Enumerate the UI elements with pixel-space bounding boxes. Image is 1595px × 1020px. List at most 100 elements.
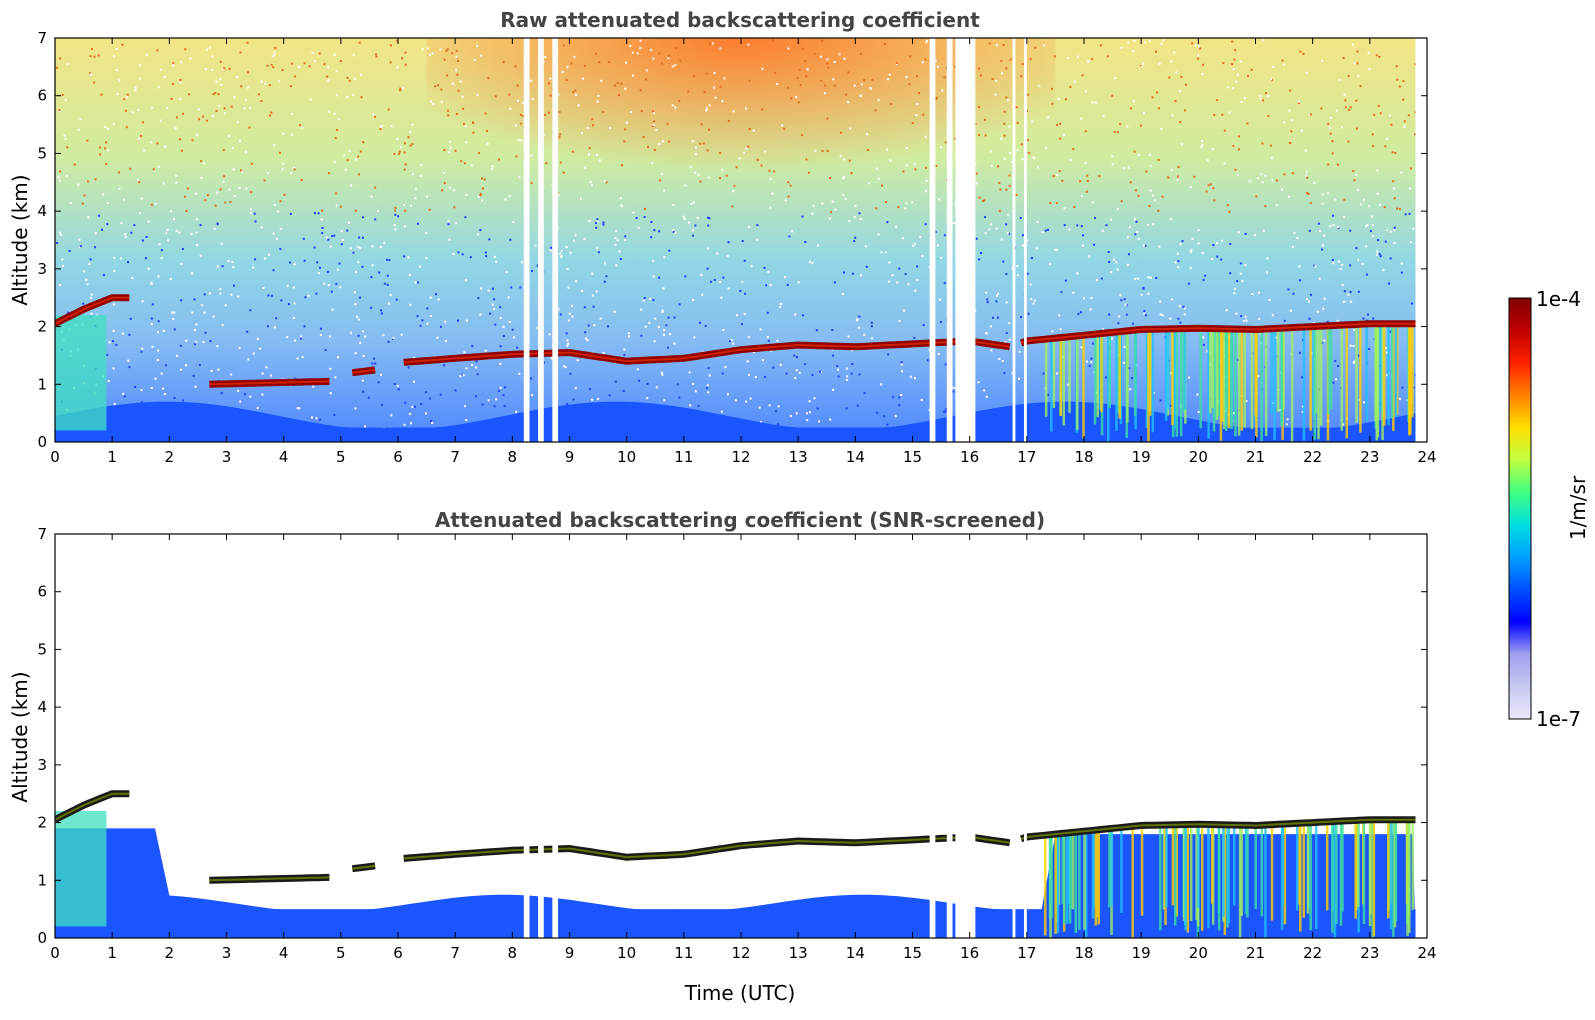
noise-speck [588,147,591,150]
noise-speck [892,396,895,399]
aerosol-plume [1151,332,1155,433]
noise-speck [199,224,202,227]
noise-speck [921,61,924,64]
noise-speck [83,270,86,273]
noise-speck [518,175,521,178]
aerosol-plume [1225,331,1229,411]
noise-speck [1204,274,1207,277]
noise-speck [311,51,314,54]
noise-speck [566,344,569,347]
noise-speck [870,337,873,340]
noise-speck [497,158,500,161]
noise-speck [293,339,296,342]
noise-speck [994,93,997,96]
noise-speck [821,40,824,43]
noise-speck [1147,223,1150,226]
noise-speck [257,93,260,96]
noise-speck [1275,179,1278,182]
noise-speck [1371,215,1374,218]
noise-speck [1020,143,1023,146]
noise-speck [1254,234,1257,237]
aerosol-plume [1200,827,1204,931]
noise-speck [594,52,597,55]
noise-speck [646,397,649,400]
noise-speck [451,52,454,55]
noise-speck [833,281,836,284]
noise-speck [338,118,341,121]
noise-speck [1184,83,1187,86]
aerosol-plume [1270,331,1273,415]
noise-speck [162,329,165,332]
noise-speck [904,207,907,210]
noise-speck [821,202,824,205]
noise-speck [1258,317,1261,320]
noise-speck [213,227,216,230]
noise-speck [208,46,211,49]
aerosol-plume [1140,828,1144,916]
noise-speck [534,244,537,247]
noise-speck [672,204,675,207]
noise-speck [115,47,118,50]
noise-speck [454,389,457,392]
noise-speck [732,110,735,113]
noise-speck [721,168,724,171]
aerosol-plume [1246,828,1249,918]
noise-speck [705,72,708,75]
noise-speck [397,388,400,391]
noise-speck [515,155,518,158]
noise-speck [850,372,853,375]
noise-speck [573,239,576,242]
noise-speck [605,181,608,184]
noise-speck [206,48,209,51]
noise-speck [1136,230,1139,233]
noise-speck [618,250,621,253]
noise-speck [909,55,912,58]
noise-speck [583,237,586,240]
noise-speck [156,142,159,145]
noise-speck [286,336,289,339]
noise-speck [1393,241,1396,244]
noise-speck [1359,85,1362,88]
noise-speck [421,319,424,322]
noise-speck [714,96,717,99]
noise-speck [370,276,373,279]
noise-speck [1211,148,1214,151]
panel-raw-x-ticks: 0 1 2 3 4 5 6 7 8 9 10 11 12 13 14 15 16 17 18 19 20 21 22 23 24 [50,38,1437,466]
noise-speck [598,159,601,162]
noise-speck [575,280,578,283]
noise-speck [416,315,419,318]
noise-speck [943,410,946,413]
noise-speck [484,251,487,254]
noise-speck [350,184,353,187]
noise-speck [329,392,332,395]
noise-speck [1409,187,1412,190]
data-gap [552,38,559,442]
noise-speck [1063,224,1066,227]
noise-speck [576,359,579,362]
noise-speck [1323,339,1326,342]
noise-speck [64,137,67,140]
noise-speck [1131,322,1134,325]
noise-speck [1174,100,1177,103]
noise-speck [1182,305,1185,308]
noise-speck [853,240,856,243]
noise-speck [232,284,235,287]
noise-speck [455,68,458,71]
noise-speck [268,114,271,117]
noise-speck [1110,271,1113,274]
noise-speck [1246,122,1249,125]
noise-speck [614,380,617,383]
noise-speck [426,322,429,325]
noise-speck [184,364,187,367]
noise-speck [1129,181,1132,184]
noise-speck [1234,287,1237,290]
noise-speck [1180,143,1183,146]
noise-speck [434,85,437,88]
noise-speck [61,258,64,261]
aerosol-plume [1175,331,1179,437]
noise-speck [615,230,618,233]
noise-speck [1063,134,1066,137]
noise-speck [1159,399,1162,402]
aerosol-plume [1108,335,1111,409]
noise-speck [925,41,928,44]
